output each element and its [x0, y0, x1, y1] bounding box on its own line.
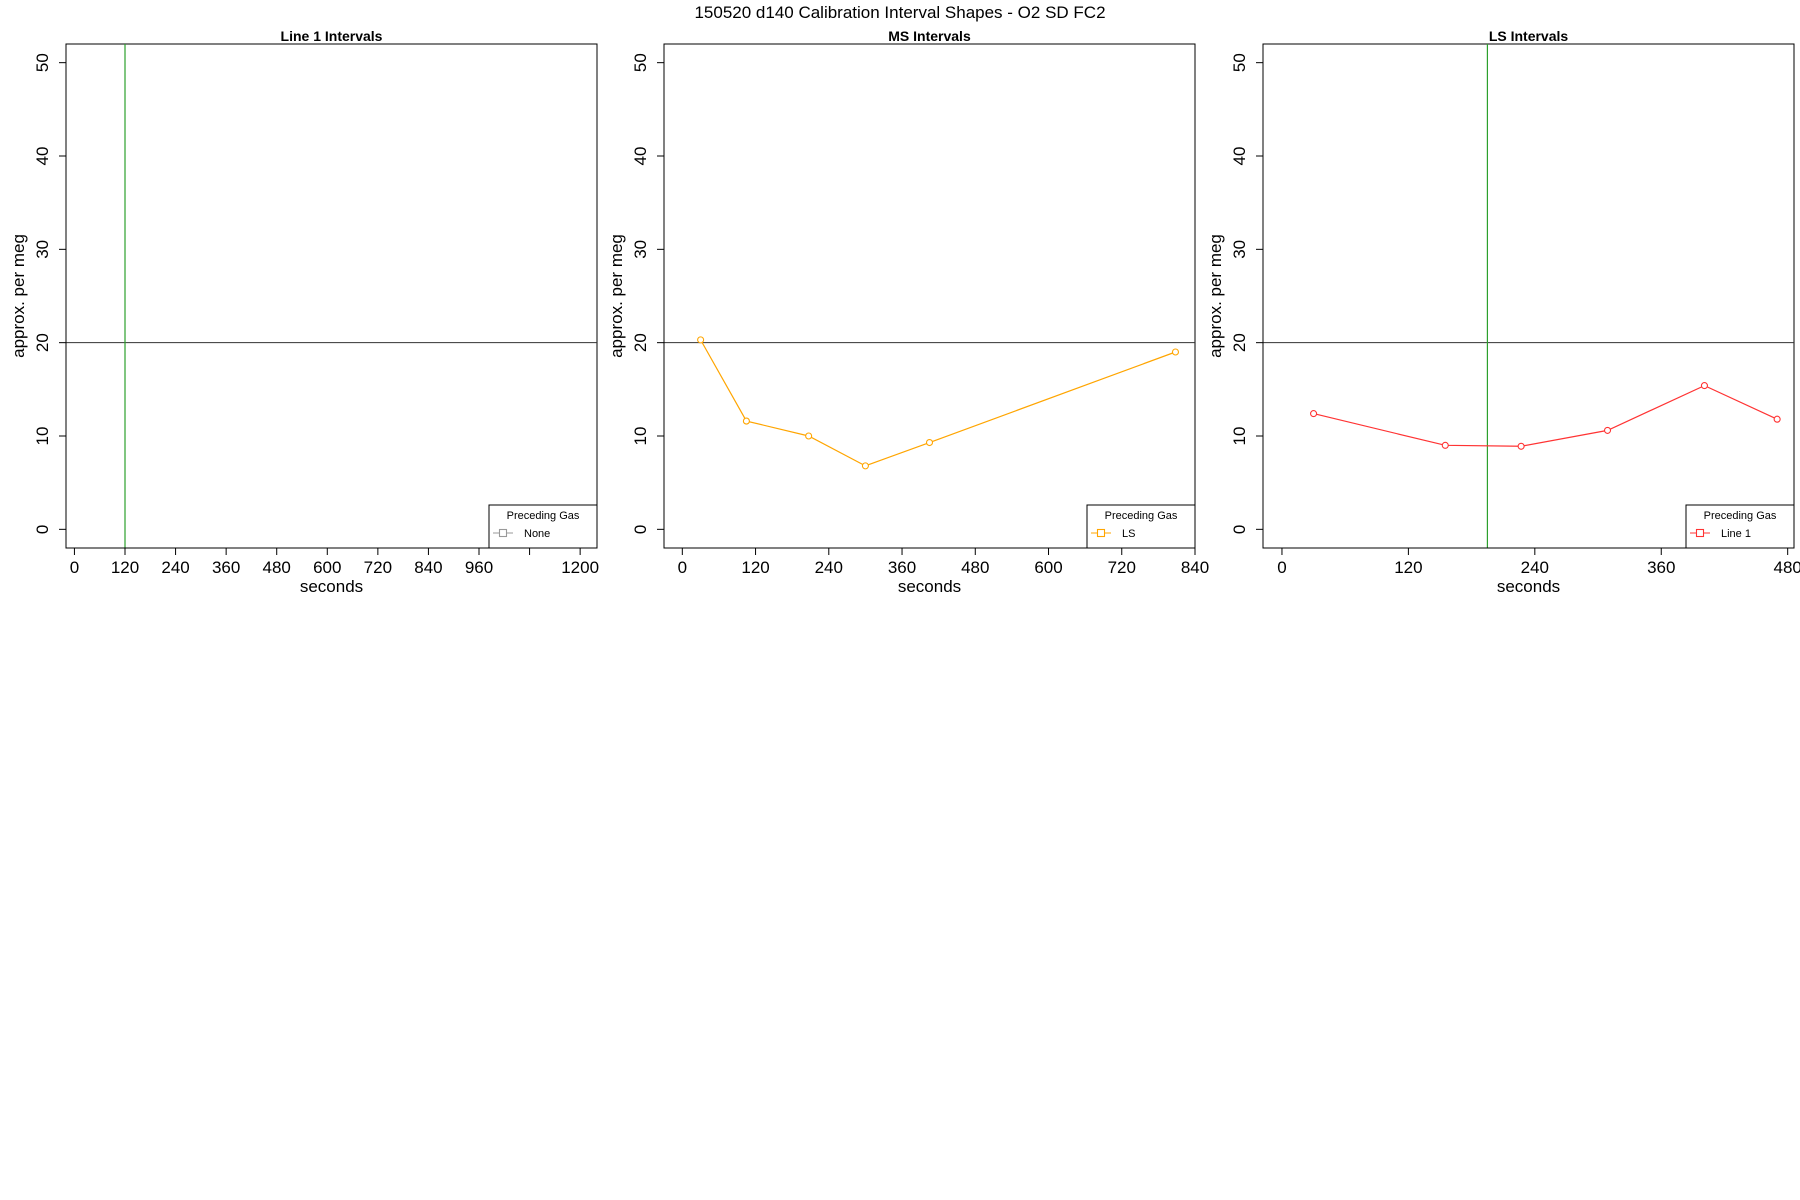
y-tick-label: 10 [1230, 427, 1249, 446]
legend: Preceding Gas LS [1086, 504, 1196, 549]
panel-title: MS Intervals [888, 28, 971, 44]
x-tick-label: 0 [1277, 558, 1286, 577]
y-axis-label: approx. per meg [1206, 234, 1225, 358]
x-axis-label: seconds [898, 577, 961, 596]
legend-box [1086, 504, 1196, 549]
series-line-1 [700, 339, 1176, 467]
x-axis-label: seconds [1497, 577, 1560, 596]
legend-entry: LS [1122, 528, 1135, 540]
x-tick-label: 480 [263, 558, 291, 577]
legend-marker [1695, 528, 1705, 538]
y-tick-label: 30 [1230, 240, 1249, 259]
y-tick-label: 40 [33, 147, 52, 166]
legend: Preceding Gas None [488, 504, 598, 549]
x-tick-label: 480 [961, 558, 989, 577]
y-tick-label: 40 [631, 147, 650, 166]
y-tick-label: 40 [1230, 147, 1249, 166]
x-tick-label: 240 [1521, 558, 1549, 577]
y-tick-label: 50 [33, 53, 52, 72]
y-tick-label: 0 [33, 525, 52, 534]
x-tick-label: 720 [1108, 558, 1136, 577]
y-tick-label: 50 [631, 53, 650, 72]
legend-marker [1096, 528, 1106, 538]
x-tick-label: 720 [364, 558, 392, 577]
data-point [742, 417, 750, 425]
plot-frame [663, 43, 1196, 549]
data-point [1773, 415, 1781, 423]
y-tick-label: 50 [1230, 53, 1249, 72]
legend-entry: Line 1 [1721, 528, 1751, 540]
data-point [1700, 382, 1708, 390]
series-line-1 [1313, 384, 1778, 447]
x-tick-label: 600 [1034, 558, 1062, 577]
x-tick-label: 360 [212, 558, 240, 577]
data-point [1603, 426, 1612, 434]
plot-frame [1262, 43, 1795, 549]
x-tick-label: 960 [465, 558, 493, 577]
y-tick-label: 20 [631, 333, 650, 352]
x-tick-label: 120 [111, 558, 139, 577]
legend-title: Preceding Gas [1704, 510, 1777, 522]
x-tick-label: 840 [414, 558, 442, 577]
y-tick-label: 0 [631, 525, 650, 534]
y-tick-label: 30 [631, 240, 650, 259]
x-tick-label: 1200 [561, 558, 599, 577]
data-point [1171, 348, 1180, 356]
panel-title: LS Intervals [1489, 28, 1569, 44]
y-tick-label: 20 [1230, 333, 1249, 352]
y-tick-label: 10 [33, 427, 52, 446]
chart-panel-2: MS Intervals 0 120 240 360 480 600 720 840 0 10 20 3… [607, 28, 1209, 596]
x-tick-label: 120 [1394, 558, 1422, 577]
x-tick-label: 0 [678, 558, 687, 577]
x-tick-label: 360 [888, 558, 916, 577]
x-tick-label: 600 [313, 558, 341, 577]
figure-title: 150520 d140 Calibration Interval Shapes … [694, 3, 1105, 22]
data-point [805, 432, 813, 440]
y-tick-label: 10 [631, 427, 650, 446]
x-tick-label: 120 [741, 558, 769, 577]
x-tick-label: 240 [161, 558, 189, 577]
data-point [1310, 410, 1318, 418]
data-point [1441, 441, 1449, 449]
x-axis-label: seconds [300, 577, 363, 596]
panel-title: Line 1 Intervals [281, 28, 383, 44]
legend: Preceding Gas Line 1 [1685, 504, 1795, 549]
legend-marker [498, 528, 508, 538]
plot-frame [65, 43, 598, 549]
x-tick-label: 360 [1647, 558, 1675, 577]
legend-box [1685, 504, 1795, 549]
y-tick-label: 20 [33, 333, 52, 352]
data-point [697, 336, 705, 344]
data-point [861, 462, 869, 470]
y-tick-label: 30 [33, 240, 52, 259]
x-tick-label: 240 [815, 558, 843, 577]
data-point [1517, 442, 1525, 450]
y-axis-label: approx. per meg [607, 234, 626, 358]
legend-title: Preceding Gas [507, 510, 580, 522]
x-tick-label: 0 [70, 558, 79, 577]
x-tick-label: 480 [1773, 558, 1800, 577]
data-point [925, 438, 934, 447]
chart-panel-1: Line 1 Intervals 0 120 240 360 480 600 720 840 96… [9, 28, 599, 596]
legend-title: Preceding Gas [1105, 510, 1178, 522]
y-axis-label: approx. per meg [9, 234, 28, 358]
legend-box [488, 504, 598, 549]
x-tick-label: 840 [1181, 558, 1209, 577]
chart-panel-3: LS Intervals 0 120 240 360 480 0 10 20 30 40 50 seco… [1206, 28, 1800, 596]
y-tick-label: 0 [1230, 525, 1249, 534]
legend-entry: None [524, 528, 550, 540]
